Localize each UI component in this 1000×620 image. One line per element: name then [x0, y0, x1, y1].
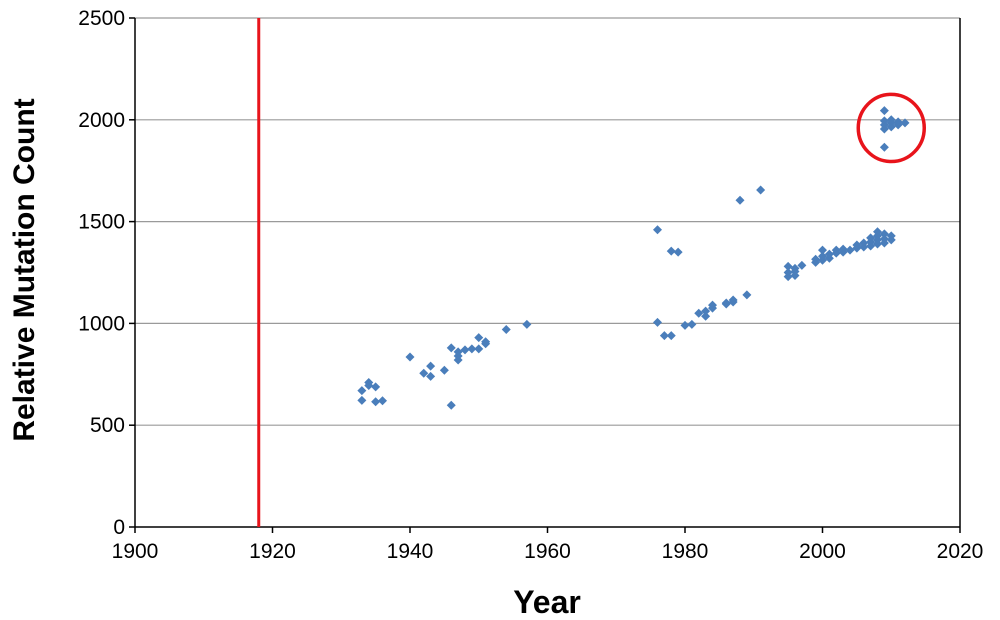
- data-point: [378, 396, 387, 406]
- data-point: [666, 246, 676, 256]
- data-point: [364, 380, 374, 390]
- gridlines: [135, 17, 961, 527]
- x-tick-label: 1960: [524, 540, 571, 563]
- data-point: [701, 306, 711, 316]
- y-tick-label: 500: [90, 414, 125, 437]
- data-point: [900, 118, 910, 128]
- data-point: [460, 345, 470, 355]
- data-point: [426, 371, 436, 381]
- data-point: [701, 311, 711, 321]
- data-point: [831, 245, 841, 255]
- data-point: [694, 308, 704, 318]
- data-point: [797, 260, 807, 270]
- data-point: [680, 320, 690, 330]
- data-point: [873, 227, 882, 237]
- data-point: [721, 299, 731, 309]
- data-point: [818, 251, 827, 261]
- x-axis-ticks: 1900 1920 1940 1960 1980 2000 2020: [112, 527, 984, 563]
- y-tick-label: 2500: [78, 7, 125, 30]
- data-point: [852, 240, 862, 250]
- data-point: [371, 397, 381, 407]
- data-point: [735, 195, 745, 205]
- y-axis-ticks: 0 500 1000 1500 2000 2500: [78, 7, 135, 539]
- data-point: [742, 290, 752, 300]
- x-tick-label: 1900: [112, 540, 159, 563]
- highlight-circle: [856, 92, 926, 164]
- data-point: [790, 263, 800, 273]
- data-point: [728, 295, 738, 305]
- data-point: [446, 400, 456, 410]
- data-point: [708, 300, 717, 310]
- x-tick-label: 2020: [937, 540, 984, 563]
- data-point: [481, 337, 491, 347]
- data-point: [879, 229, 889, 239]
- data-point: [879, 142, 889, 152]
- y-tick-label: 2000: [78, 109, 125, 132]
- data-point: [426, 361, 436, 371]
- data-point: [838, 244, 848, 254]
- data-point: [824, 249, 834, 259]
- data-point: [371, 382, 381, 392]
- data-point: [893, 120, 903, 130]
- data-point: [673, 247, 683, 257]
- data-point: [653, 225, 662, 235]
- data-point: [453, 347, 463, 357]
- data-point: [845, 245, 855, 255]
- x-tick-label: 2000: [799, 540, 846, 563]
- data-point: [859, 238, 869, 248]
- x-tick-label: 1980: [662, 540, 709, 563]
- y-tick-label: 0: [113, 516, 125, 539]
- data-point: [756, 185, 766, 195]
- data-point: [818, 245, 827, 255]
- data-point: [687, 319, 697, 329]
- data-point: [659, 331, 669, 341]
- data-points: [357, 106, 910, 410]
- data-point: [522, 319, 532, 329]
- x-axis-title: Year: [513, 584, 581, 620]
- data-point: [474, 344, 484, 354]
- data-point: [879, 234, 889, 244]
- data-point: [405, 352, 415, 362]
- data-point: [783, 261, 793, 271]
- data-point: [467, 344, 477, 354]
- data-point: [866, 233, 876, 243]
- data-point: [783, 268, 793, 277]
- data-point: [446, 343, 456, 353]
- data-point: [879, 124, 889, 134]
- x-tick-label: 1940: [387, 540, 434, 563]
- data-point: [501, 325, 511, 335]
- data-point: [811, 254, 821, 264]
- y-tick-label: 1000: [78, 312, 125, 335]
- data-point: [357, 395, 367, 405]
- data-point: [879, 106, 889, 116]
- data-point: [886, 231, 896, 241]
- y-tick-label: 1500: [78, 211, 125, 234]
- data-point: [419, 368, 429, 378]
- data-point: [666, 331, 676, 341]
- data-point: [357, 386, 367, 396]
- data-point: [439, 365, 449, 375]
- data-point: [886, 122, 896, 132]
- data-point: [474, 333, 484, 343]
- x-tick-label: 1920: [249, 540, 296, 563]
- data-point: [653, 317, 662, 327]
- y-axis-title: Relative Mutation Count: [8, 98, 41, 441]
